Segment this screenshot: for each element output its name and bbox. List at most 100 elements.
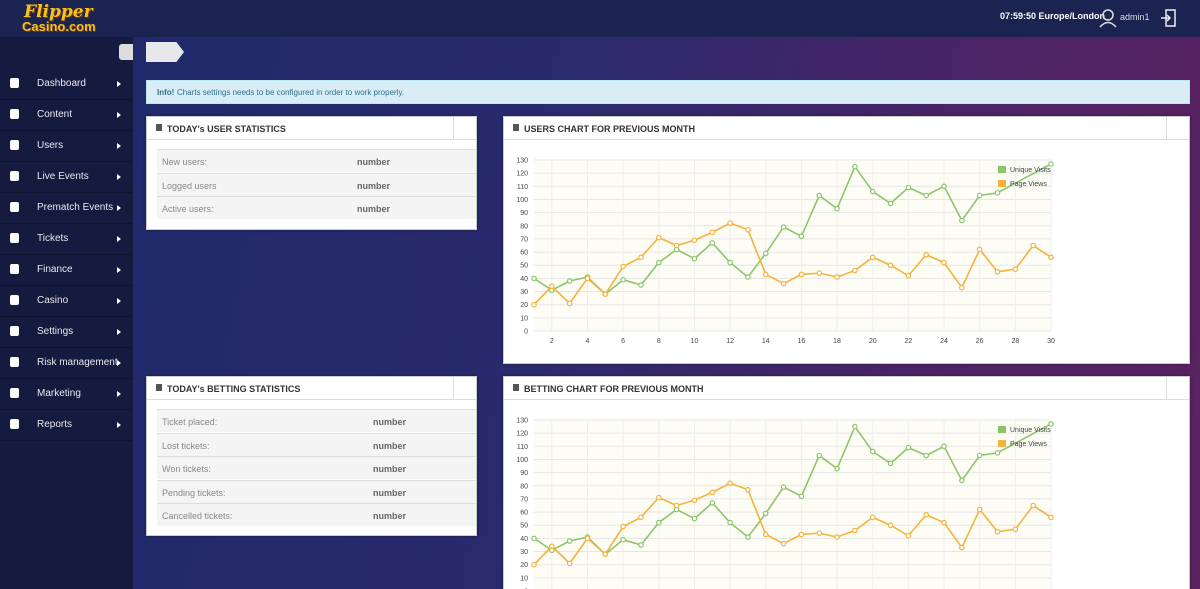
menu-label: Finance — [37, 264, 73, 275]
breadcrumb[interactable] — [146, 42, 184, 62]
collapse-toggle[interactable] — [1166, 377, 1189, 399]
menu-label: Casino — [37, 295, 69, 306]
x-tick-label: 22 — [904, 338, 912, 345]
y-tick-label: 110 — [517, 184, 528, 191]
menu-label: Users — [37, 140, 64, 151]
logo[interactable]: Flipper — [24, 2, 93, 22]
series-line — [533, 163, 1052, 296]
menu-arrow — [117, 205, 121, 211]
data-point — [566, 300, 573, 307]
legend-label: Page Views — [1010, 441, 1047, 448]
data-point — [976, 192, 983, 199]
data-point — [745, 534, 751, 540]
menu-item[interactable]: Dashboard — [0, 69, 133, 100]
collapse-button[interactable] — [119, 44, 133, 60]
y-tick-label: 70 — [520, 236, 528, 243]
y-tick-label: 60 — [520, 250, 528, 257]
menu-label: Tickets — [37, 233, 69, 244]
menu-item[interactable]: Casino — [0, 286, 133, 317]
data-point — [691, 515, 698, 522]
data-point — [905, 532, 912, 539]
menu-item[interactable]: Content — [0, 100, 133, 131]
menu-arrow — [117, 267, 121, 273]
data-point — [745, 226, 751, 233]
menu-icon — [10, 388, 19, 398]
collapse-toggle[interactable] — [453, 117, 476, 139]
menu-item[interactable]: Finance — [0, 255, 133, 286]
panel-header: BETTING CHART FOR PREVIOUS MONTH — [504, 377, 1189, 400]
top-bar: Flipper Casino.com 07:59:50 Europe/Londo… — [0, 0, 1200, 37]
menu-item[interactable]: Prematch Events — [0, 193, 133, 224]
menu-icon — [10, 78, 19, 88]
data-point — [1030, 242, 1036, 249]
data-point — [869, 448, 876, 455]
user-icon[interactable] — [1098, 8, 1118, 28]
menu-item[interactable]: Settings — [0, 317, 133, 348]
data-point — [976, 506, 983, 513]
data-point — [620, 523, 626, 530]
menu-item[interactable]: Tickets — [0, 224, 133, 255]
stat-value: number — [373, 487, 407, 498]
x-tick-label: 16 — [798, 338, 806, 345]
data-point — [887, 522, 894, 529]
data-point — [638, 514, 644, 521]
data-point — [976, 452, 983, 459]
data-point — [976, 246, 983, 253]
stat-label: Lost tickets: — [162, 440, 210, 451]
menu-icon — [10, 202, 19, 212]
panel-icon — [513, 124, 519, 131]
menu-label: Settings — [37, 326, 74, 337]
data-point — [834, 534, 840, 540]
logo-sub[interactable]: Casino.com — [22, 19, 96, 34]
data-point — [816, 452, 823, 459]
data-point — [1030, 502, 1036, 509]
menu-item[interactable]: Users — [0, 131, 133, 162]
legend-swatch — [998, 426, 1006, 433]
logout-icon[interactable] — [1160, 8, 1178, 28]
data-point — [816, 192, 823, 199]
data-point — [905, 444, 912, 451]
menu-arrow — [117, 236, 121, 242]
x-tick-label: 4 — [586, 338, 590, 345]
stat-label: Logged users — [162, 180, 217, 191]
stat-label: Won tickets: — [162, 464, 211, 474]
menu-item[interactable]: Risk management — [0, 348, 133, 379]
data-point — [709, 240, 716, 246]
panel-header: TODAY's USER STATISTICS — [147, 117, 476, 140]
stat-row: Pending tickets: number — [157, 479, 476, 503]
menu-item[interactable]: Reports — [0, 410, 133, 441]
data-point — [584, 275, 591, 282]
data-point — [727, 220, 733, 226]
collapse-toggle[interactable] — [453, 377, 476, 399]
x-tick-label: 12 — [726, 338, 734, 345]
data-point — [709, 229, 716, 236]
data-point — [798, 271, 805, 278]
menu-arrow — [117, 329, 121, 335]
legend-label: Page Views — [1010, 181, 1047, 188]
y-tick-label: 130 — [516, 158, 528, 165]
stat-value: number — [357, 204, 391, 214]
y-tick-label: 20 — [520, 562, 528, 569]
data-point — [994, 269, 1001, 275]
panel-title: TODAY's USER STATISTICS — [167, 124, 286, 134]
menu-item[interactable]: Marketing — [0, 379, 133, 410]
y-tick-label: 120 — [516, 171, 528, 178]
stat-label: Ticket placed: — [162, 417, 218, 427]
y-tick-label: 120 — [516, 431, 528, 438]
clock: 07:59:50 Europe/London — [1000, 11, 1106, 21]
y-tick-label: 100 — [516, 457, 528, 464]
data-point — [780, 280, 787, 287]
menu-item[interactable]: Live Events — [0, 162, 133, 193]
data-point — [620, 263, 626, 270]
menu-arrow — [117, 391, 121, 397]
series-line — [533, 222, 1052, 306]
data-point — [1012, 526, 1019, 532]
menu-icon — [10, 357, 19, 367]
menu-icon — [10, 140, 19, 150]
info-label: Info! — [157, 88, 175, 97]
menu-icon — [10, 326, 19, 336]
data-point — [709, 500, 716, 506]
user-name[interactable]: admin1 — [1120, 12, 1150, 22]
collapse-toggle[interactable] — [1166, 117, 1189, 139]
